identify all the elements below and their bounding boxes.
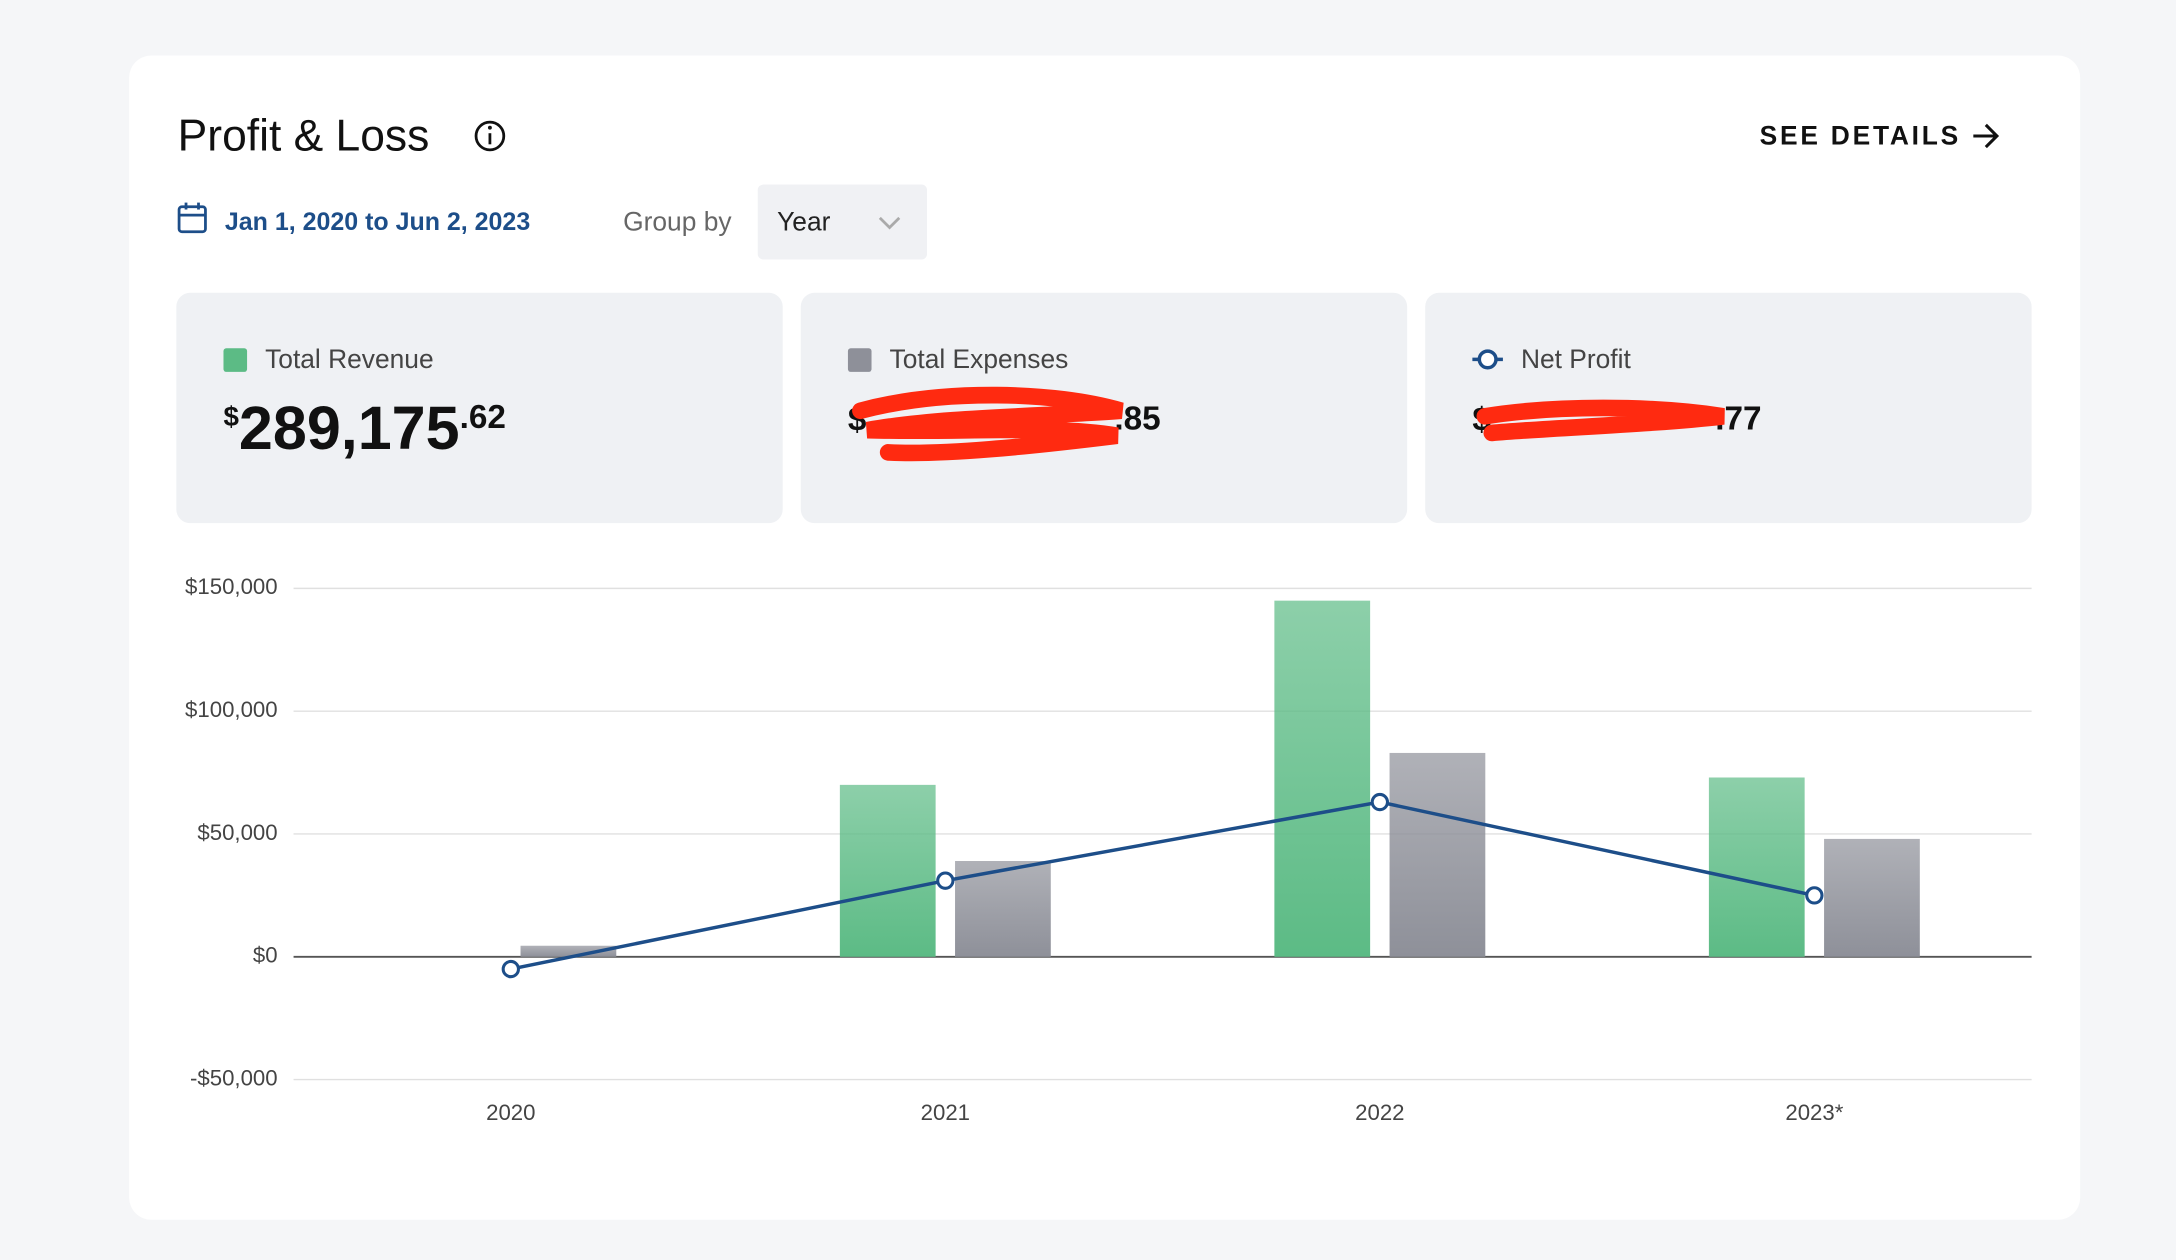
plot: -$50,000 $0 $50,000 $100,000 $150,000 2020 202… xyxy=(185,574,2032,1125)
bar xyxy=(520,945,617,957)
x-tick-label: 2021 xyxy=(921,1100,970,1125)
point xyxy=(936,871,955,890)
point xyxy=(1370,792,1390,812)
cents: .62 xyxy=(460,399,506,436)
stat-value: $289,175.62 xyxy=(223,394,505,462)
stat-label: Total Revenue xyxy=(265,344,434,374)
date-range[interactable]: Jan 1, 2020 to Jun 2, 2023 xyxy=(225,208,530,236)
see-details[interactable]: SEE DETAILS xyxy=(1760,120,2000,150)
bar xyxy=(1389,752,1486,957)
legend-swatch xyxy=(847,348,872,372)
info-icon[interactable] xyxy=(474,120,506,152)
y-tick-label: $50,000 xyxy=(197,820,277,845)
redaction xyxy=(1476,399,1725,442)
x-tick-label: 2022 xyxy=(1355,1100,1404,1125)
x-tick-label: 2023* xyxy=(1785,1100,1843,1125)
y-tick-label: $100,000 xyxy=(185,697,278,722)
calendar-icon[interactable] xyxy=(177,202,207,234)
y-tick-label: -$50,000 xyxy=(190,1065,278,1090)
redaction xyxy=(852,386,1124,462)
bar xyxy=(839,784,936,957)
group-by-label: Group by xyxy=(623,206,732,236)
stat-cards: Total Revenue Total Expenses Net Profit … xyxy=(176,292,2032,524)
see-details-text[interactable]: SEE DETAILS xyxy=(1760,120,1961,150)
bar xyxy=(1824,838,1920,957)
amount: 289,175 xyxy=(239,394,460,462)
currency: $ xyxy=(223,401,239,432)
point xyxy=(501,959,520,979)
legend xyxy=(223,348,1503,372)
legend-swatch xyxy=(1477,349,1498,370)
point xyxy=(1805,886,1824,905)
x-tick-label: 2020 xyxy=(486,1100,535,1125)
stat-label: Net Profit xyxy=(1521,344,1632,374)
title: Profit & Loss xyxy=(178,112,430,161)
arrow-icon xyxy=(1973,123,2000,149)
stat-card xyxy=(176,292,783,524)
y-tick-label: $0 xyxy=(253,943,278,968)
stat-label: Total Expenses xyxy=(890,344,1069,374)
line xyxy=(510,800,1815,971)
group-by-value[interactable]: Year xyxy=(777,206,830,236)
bar xyxy=(1274,600,1371,957)
bar xyxy=(1708,777,1805,957)
legend-swatch xyxy=(223,348,248,372)
y-tick-label: $150,000 xyxy=(185,574,278,599)
stat-card xyxy=(1425,292,2032,524)
group-by-select[interactable]: Year xyxy=(757,184,928,260)
